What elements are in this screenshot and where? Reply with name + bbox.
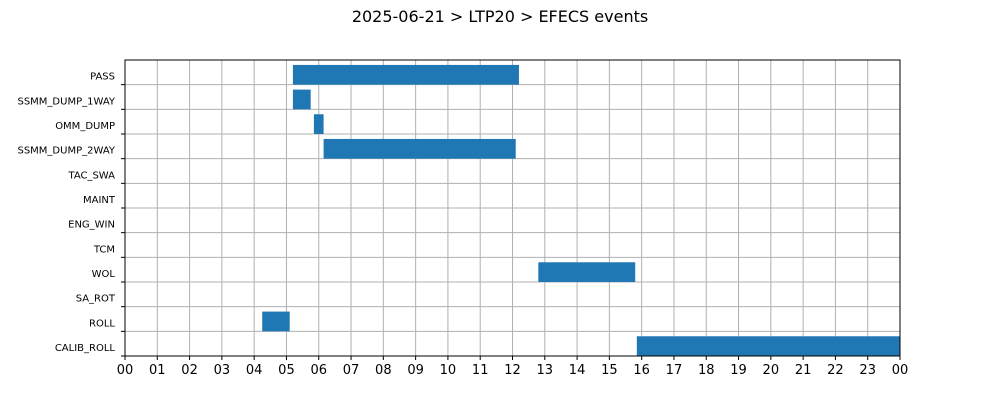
x-axis: 00 01 02 03 04 05 06 07 08 09 10 11 12 13 14 15 16 17 18 19…: [117, 356, 909, 378]
event-bar-omm-dump: [313, 114, 324, 134]
x-tick-label: 04: [246, 363, 263, 378]
x-tick-label: 05: [278, 363, 295, 378]
x-tick-label: 02: [181, 363, 198, 378]
x-tick-label: 21: [795, 363, 812, 378]
event-bar-wol: [538, 262, 636, 282]
x-tick-label: 19: [730, 363, 747, 378]
x-tick-label: 16: [633, 363, 650, 378]
y-tick-label: TAC_SWA: [67, 170, 115, 181]
y-tick-label: TCM: [93, 244, 115, 255]
chart-title: 2025-06-21 > LTP20 > EFECS events: [352, 7, 648, 26]
x-tick-label: 12: [504, 363, 521, 378]
x-tick-label: 20: [763, 363, 780, 378]
event-bar-roll: [262, 311, 290, 332]
x-tick-label: 13: [537, 363, 554, 378]
grid: [124, 60, 901, 357]
y-tick-label: SA_ROT: [76, 294, 116, 305]
y-tick-label: CALIB_ROLL: [55, 343, 116, 354]
x-tick-label: 11: [472, 363, 489, 378]
y-tick-label: WOL: [92, 269, 116, 280]
y-tick-label: PASS: [90, 72, 115, 83]
x-tick-label: 14: [569, 363, 586, 378]
event-bar-ssmm-dump-2way: [323, 138, 516, 159]
y-tick-label: ENG_WIN: [68, 220, 115, 231]
y-tick-label: SSMM_DUMP_2WAY: [17, 146, 115, 157]
x-tick-label: 23: [859, 363, 876, 378]
x-tick-label: 09: [407, 363, 424, 378]
y-tick-label: ROLL: [89, 318, 115, 329]
event-bars: [262, 64, 900, 356]
x-tick-label: 22: [827, 363, 844, 378]
x-tick-label: 03: [214, 363, 231, 378]
x-tick-label: 17: [666, 363, 683, 378]
x-tick-label: 10: [440, 363, 457, 378]
x-tick-label: 00: [117, 363, 134, 378]
event-bar-pass: [292, 64, 519, 85]
x-tick-label: 06: [310, 363, 327, 378]
x-tick-label: 18: [698, 363, 715, 378]
y-tick-label: MAINT: [83, 195, 116, 206]
event-bar-calib-roll: [636, 336, 900, 356]
y-axis: PASS SSMM_DUMP_1WAY OMM_DUMP SSMM_DUMP_2WAY…: [17, 72, 125, 357]
x-tick-label: 07: [343, 363, 360, 378]
y-tick-label: SSMM_DUMP_1WAY: [17, 96, 115, 107]
x-tick-label: 08: [375, 363, 392, 378]
y-tick-label: OMM_DUMP: [55, 121, 115, 132]
x-tick-label: 15: [601, 363, 618, 378]
x-tick-label: 00: [892, 363, 909, 378]
x-tick-label: 01: [149, 363, 166, 378]
event-bar-ssmm-dump-1way: [292, 89, 311, 110]
